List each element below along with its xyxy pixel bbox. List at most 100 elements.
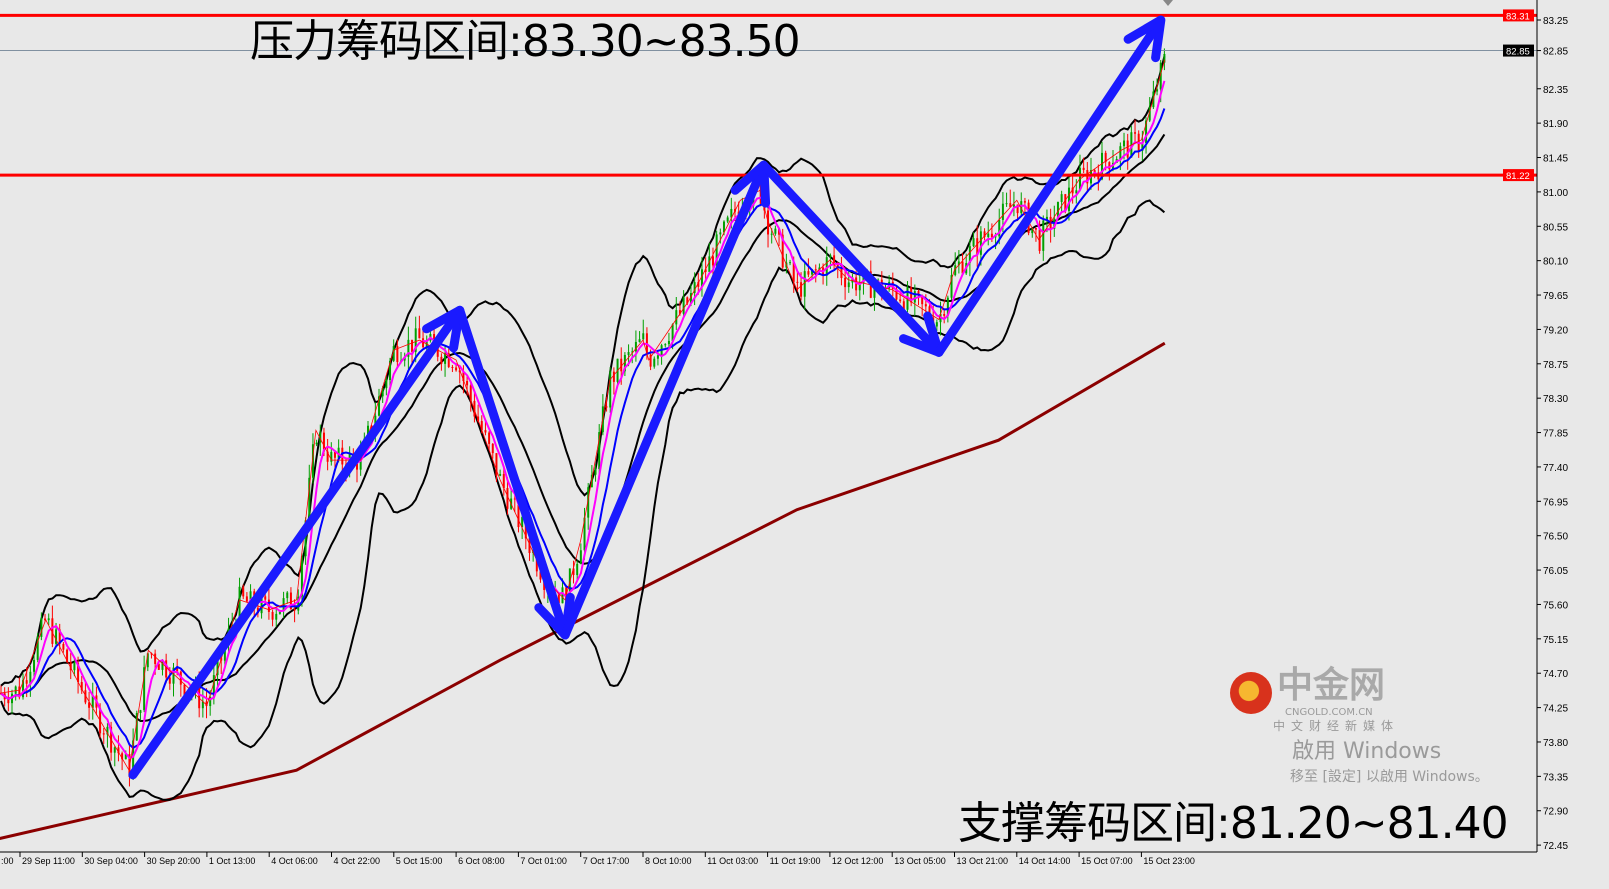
candle-body [836, 264, 839, 267]
candle-body [297, 596, 300, 611]
candle-body [913, 291, 916, 303]
candle-body [337, 447, 340, 458]
candle-body [656, 355, 659, 359]
candle-body [172, 667, 175, 684]
candle-body [411, 339, 414, 352]
candle-body [245, 596, 248, 602]
candle-body [367, 425, 369, 439]
logo-subtitle: 中文财经新媒体 [1273, 719, 1400, 733]
candle-body [686, 297, 689, 304]
candle-body [216, 657, 219, 676]
candle-body [14, 686, 17, 694]
price-label: 81.22 [1506, 171, 1530, 182]
candle-body [675, 310, 678, 325]
candle-body [631, 351, 634, 353]
candle-body [209, 696, 212, 707]
candle-body [671, 324, 674, 341]
candle-body [664, 344, 667, 346]
y-tick-label: 75.60 [1543, 600, 1568, 611]
candle-body [242, 586, 245, 597]
candle-body [25, 680, 28, 684]
candle-body [649, 354, 652, 367]
y-tick-label: 72.90 [1543, 807, 1568, 818]
candle-body [719, 232, 722, 235]
candle-body [447, 353, 450, 367]
x-tick-label: 7 Oct 17:00 [583, 856, 630, 866]
candle-body [513, 498, 516, 500]
candle-body [1042, 220, 1045, 251]
candle-body [1034, 227, 1037, 230]
candle-body [612, 371, 615, 382]
y-tick-label: 74.25 [1543, 704, 1568, 715]
candle-body [392, 346, 395, 361]
candle-body [792, 262, 795, 282]
candle-body [165, 660, 168, 678]
candle-body [561, 587, 564, 604]
candle-body [495, 453, 498, 476]
candle-body [389, 360, 392, 381]
x-tick-label: 15 Oct 07:00 [1081, 856, 1133, 866]
y-tick-label: 78.30 [1543, 394, 1568, 405]
candle-body [800, 282, 803, 297]
candle-body [609, 371, 612, 408]
candle-body [693, 282, 696, 294]
candle-body [150, 653, 153, 655]
candle-body [1075, 190, 1078, 194]
candle-body [77, 662, 80, 683]
candle-body [326, 451, 329, 462]
candle-body [576, 563, 579, 576]
y-tick-label: 83.25 [1543, 16, 1568, 27]
chart-shift-marker[interactable] [1163, 0, 1173, 6]
y-tick-label: 80.10 [1543, 257, 1568, 268]
x-tick-label: 11 Oct 03:00 [707, 856, 758, 866]
y-tick-label: 75.15 [1543, 635, 1568, 646]
ma-fast-line [0, 80, 1166, 760]
candle-body [44, 618, 47, 621]
candle-body [385, 380, 388, 389]
candle-body [935, 322, 938, 327]
candle-body [950, 275, 953, 298]
candle-body [957, 261, 960, 266]
candle-body [528, 538, 531, 554]
y-tick-label: 77.85 [1543, 429, 1568, 440]
candle-body [994, 236, 997, 238]
candle-body [36, 636, 39, 660]
candle-body [968, 246, 971, 264]
trend-arrow-shaft [455, 305, 568, 632]
x-tick-label: 29 Sep 11:00 [22, 856, 75, 866]
y-tick-label: 78.75 [1543, 360, 1568, 371]
candle-body [1016, 204, 1019, 214]
x-tick-label: 15 Oct 23:00 [1143, 856, 1195, 866]
candle-body [22, 680, 25, 698]
candle-body [521, 517, 524, 528]
candle-body [579, 550, 582, 564]
price-label-box [1503, 44, 1534, 57]
candle-body [730, 208, 733, 218]
candle-body [381, 388, 384, 397]
candle-body [976, 238, 979, 255]
candle-body [1023, 201, 1026, 203]
candle-body [113, 747, 116, 753]
x-tick-label: 12 Oct 12:00 [832, 856, 884, 866]
candle-body [264, 596, 267, 600]
candle-body [73, 662, 76, 671]
trend-arrow-shaft [759, 160, 938, 351]
candle-body [1119, 146, 1122, 159]
candle-body [506, 488, 509, 509]
y-tick-label: 82.35 [1543, 85, 1568, 96]
candle-body [1060, 194, 1063, 202]
candle-body [440, 356, 443, 364]
x-tick-label: 7 Oct 01:00 [520, 856, 567, 866]
candle-body [319, 432, 322, 443]
candle-body [1012, 204, 1015, 208]
candle-body [642, 333, 645, 340]
y-tick-label: 82.85 [1543, 47, 1568, 58]
candle-body [921, 295, 924, 305]
candle-body [238, 586, 241, 624]
candle-body [455, 367, 458, 371]
candle-body [168, 677, 171, 684]
y-tick-label: 76.95 [1543, 497, 1568, 508]
candle-body [1108, 162, 1111, 170]
candle-body [811, 269, 814, 275]
